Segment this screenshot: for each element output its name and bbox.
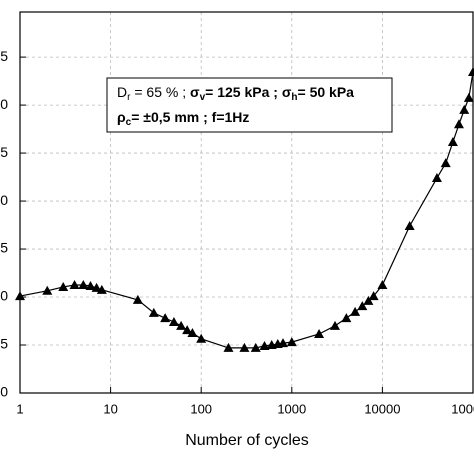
data-marker bbox=[182, 325, 193, 335]
data-marker bbox=[42, 285, 53, 295]
annotation-part: = 125 kPa ; bbox=[205, 84, 282, 100]
data-marker bbox=[259, 340, 270, 350]
x-tick-label: 100 bbox=[190, 401, 212, 416]
data-marker bbox=[447, 137, 458, 147]
y-tick-label: 0 bbox=[0, 384, 8, 400]
data-marker bbox=[431, 173, 442, 183]
data-marker bbox=[286, 337, 297, 347]
x-tick-label: 1000 bbox=[277, 401, 306, 416]
annotation-part: r bbox=[127, 92, 131, 103]
data-marker bbox=[85, 280, 96, 290]
y-tick-label: 5 bbox=[0, 48, 8, 64]
annotation-part: σ bbox=[190, 84, 200, 100]
annotation-part: h bbox=[291, 92, 297, 103]
data-marker bbox=[148, 307, 159, 317]
data-marker bbox=[314, 328, 325, 338]
data-marker bbox=[176, 320, 187, 330]
x-axis-label: Number of cycles bbox=[185, 432, 309, 449]
y-tick-label: 5 bbox=[0, 240, 8, 256]
data-marker bbox=[160, 313, 171, 323]
data-marker bbox=[404, 221, 415, 231]
annotation-part: v bbox=[200, 92, 206, 103]
annotation-part: D bbox=[117, 84, 127, 100]
x-tick-label: 10 bbox=[103, 401, 117, 416]
data-marker bbox=[463, 92, 474, 102]
y-tick-label: 5 bbox=[0, 336, 8, 352]
data-marker bbox=[440, 158, 451, 168]
data-marker bbox=[278, 338, 289, 348]
annotation: Dr = 65 % ; σv= 125 kPa ; σh= 50 kPa bbox=[117, 84, 354, 103]
data-marker bbox=[368, 291, 379, 301]
y-tick-label: 0 bbox=[0, 96, 8, 112]
y-tick-label: 5 bbox=[0, 144, 8, 160]
data-marker bbox=[357, 301, 368, 311]
data-marker bbox=[239, 342, 250, 352]
annotation-part: ρ bbox=[117, 109, 126, 125]
data-marker bbox=[330, 320, 341, 330]
data-marker bbox=[78, 280, 89, 290]
data-marker bbox=[250, 342, 261, 352]
data-marker bbox=[459, 104, 470, 114]
data-marker bbox=[69, 280, 80, 290]
data-marker bbox=[132, 294, 143, 304]
plot-frame bbox=[19, 11, 474, 394]
data-marker bbox=[187, 328, 198, 338]
annotation: ρc= ±0,5 mm ; f=1Hz bbox=[117, 109, 249, 128]
y-tick-label: 0 bbox=[0, 192, 8, 208]
annotation-box bbox=[106, 77, 393, 133]
data-marker bbox=[196, 333, 207, 343]
data-marker bbox=[91, 282, 102, 292]
data-marker bbox=[96, 284, 107, 294]
annotation-part: = 65 % ; bbox=[130, 84, 190, 100]
data-marker bbox=[453, 119, 464, 129]
x-tick-label: 1 bbox=[16, 401, 23, 416]
x-tick-label: 100000 bbox=[451, 401, 474, 416]
data-marker bbox=[223, 342, 234, 352]
y-tick-label: 0 bbox=[0, 288, 8, 304]
data-marker bbox=[350, 306, 361, 316]
x-tick-label: 10000 bbox=[364, 401, 400, 416]
annotation-part: = ±0,5 mm ; f=1Hz bbox=[131, 109, 249, 125]
data-marker bbox=[468, 66, 474, 76]
annotation-part: σ bbox=[282, 84, 292, 100]
annotation-part: c bbox=[126, 117, 132, 128]
annotation-part: = 50 kPa bbox=[298, 84, 355, 100]
data-marker bbox=[168, 316, 179, 326]
data-marker bbox=[363, 295, 374, 305]
data-marker bbox=[377, 280, 388, 290]
data-marker bbox=[341, 313, 352, 323]
data-marker bbox=[15, 291, 25, 301]
data-marker bbox=[58, 281, 69, 291]
